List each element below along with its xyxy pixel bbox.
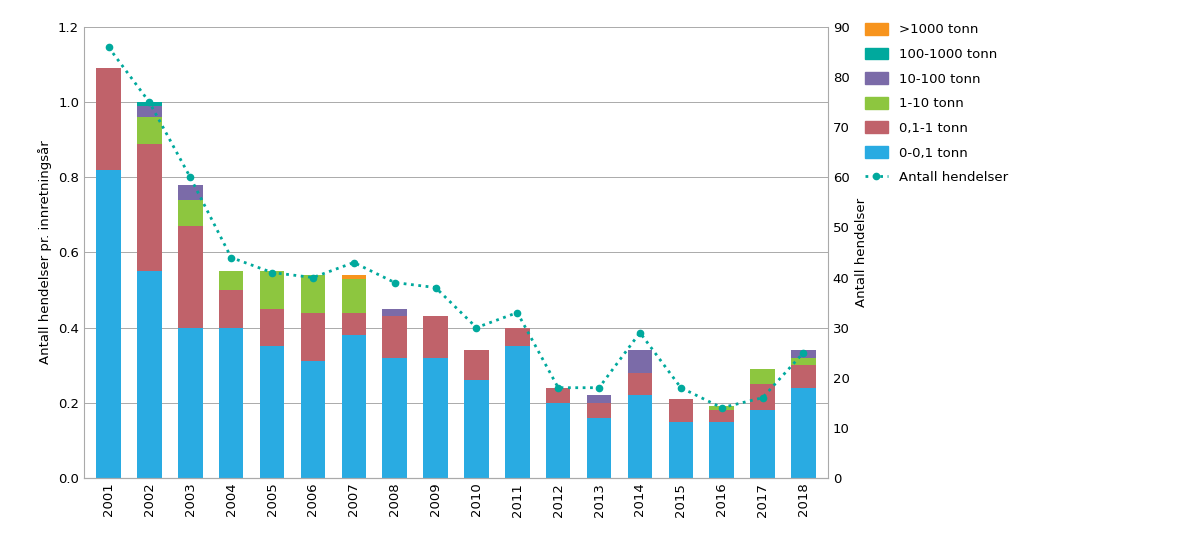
Bar xyxy=(424,358,448,478)
Bar xyxy=(137,117,162,143)
Bar xyxy=(587,403,611,418)
Bar xyxy=(259,272,284,309)
Bar xyxy=(218,290,244,327)
Bar xyxy=(137,272,162,478)
Bar xyxy=(709,407,734,411)
Bar xyxy=(178,226,203,327)
Bar xyxy=(96,170,121,478)
Bar xyxy=(259,309,284,346)
Bar xyxy=(464,350,488,380)
Bar xyxy=(178,327,203,478)
Y-axis label: Antall hendelser pr. innretningsår: Antall hendelser pr. innretningsår xyxy=(38,141,53,364)
Bar xyxy=(259,346,284,478)
Bar xyxy=(709,411,734,421)
Bar xyxy=(791,350,816,358)
Bar xyxy=(750,384,775,411)
Bar xyxy=(137,106,162,117)
Bar xyxy=(709,421,734,478)
Y-axis label: Antall hendelser: Antall hendelser xyxy=(856,198,869,307)
Bar xyxy=(505,327,529,346)
Bar xyxy=(301,313,325,362)
Bar xyxy=(668,421,694,478)
Bar xyxy=(587,395,611,403)
Bar xyxy=(383,309,407,317)
Bar xyxy=(383,358,407,478)
Bar xyxy=(505,346,529,478)
Bar xyxy=(628,372,653,395)
Bar xyxy=(178,200,203,226)
Bar xyxy=(218,272,244,290)
Bar xyxy=(301,275,325,313)
Bar xyxy=(750,369,775,384)
Bar xyxy=(218,327,244,478)
Bar xyxy=(96,68,121,170)
Legend: >1000 tonn, 100-1000 tonn, 10-100 tonn, 1-10 tonn, 0,1-1 tonn, 0-0,1 tonn, Antal: >1000 tonn, 100-1000 tonn, 10-100 tonn, … xyxy=(864,23,1008,184)
Bar xyxy=(342,279,366,313)
Bar xyxy=(668,399,694,421)
Bar xyxy=(628,395,653,478)
Bar xyxy=(137,102,162,106)
Bar xyxy=(546,403,570,478)
Bar xyxy=(301,362,325,478)
Bar xyxy=(791,358,816,365)
Bar xyxy=(342,275,366,279)
Bar xyxy=(791,365,816,388)
Bar xyxy=(342,313,366,335)
Bar xyxy=(587,418,611,478)
Bar xyxy=(342,335,366,478)
Bar xyxy=(424,317,448,358)
Bar xyxy=(791,388,816,478)
Bar xyxy=(178,185,203,200)
Bar xyxy=(546,388,570,403)
Bar xyxy=(383,317,407,358)
Bar xyxy=(137,143,162,272)
Bar xyxy=(628,350,653,372)
Bar xyxy=(464,380,488,478)
Bar xyxy=(750,411,775,478)
